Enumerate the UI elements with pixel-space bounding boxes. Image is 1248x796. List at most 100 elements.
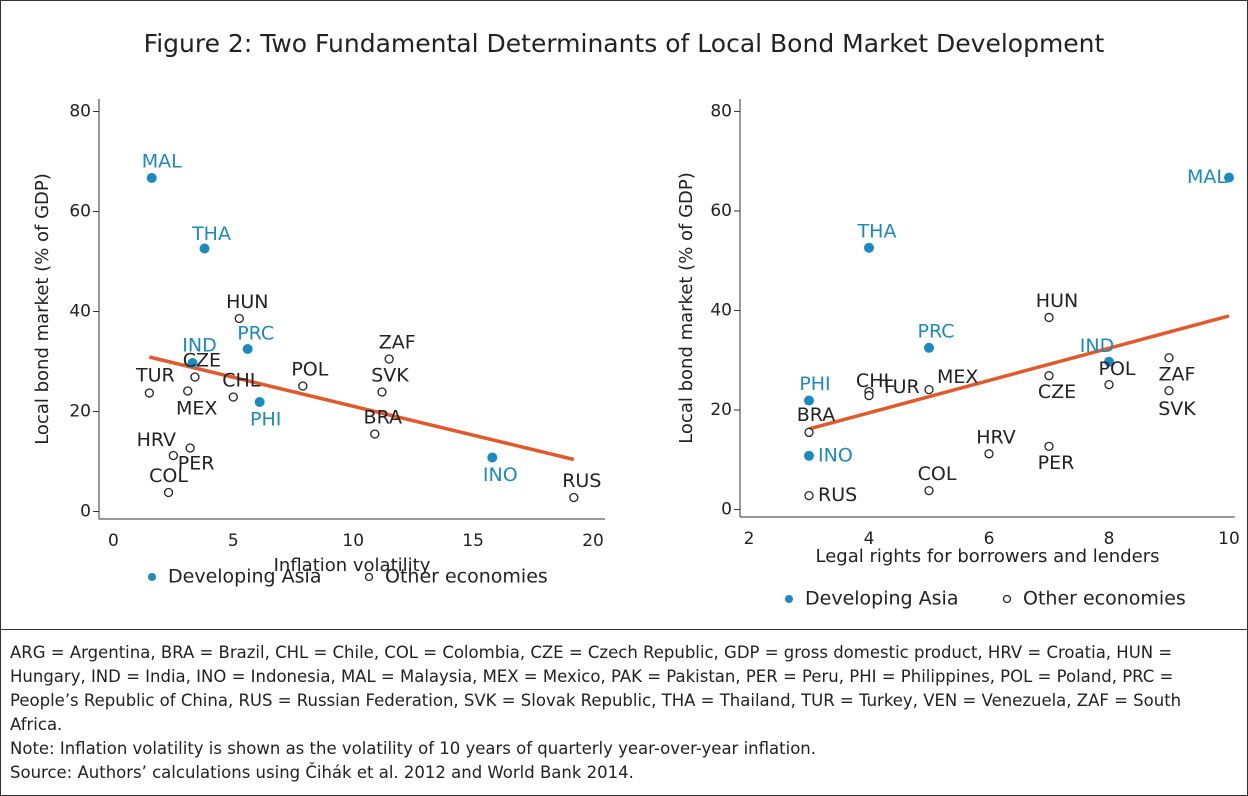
source: Source: Authors’ calculations using Čihá… [10, 763, 634, 782]
point-label: PER [178, 453, 215, 475]
x-tick-label: 10 [1218, 529, 1240, 549]
point-label: TUR [135, 365, 175, 387]
point [168, 450, 178, 461]
point-label: THA [857, 220, 897, 242]
y-tick-label: 80 [710, 101, 732, 121]
point-label: TUR [880, 376, 920, 398]
point [924, 342, 934, 353]
point-label: THA [191, 223, 231, 245]
point-label: HUN [1036, 290, 1078, 312]
point [804, 427, 814, 438]
point-label: PHI [250, 409, 281, 431]
point [984, 449, 994, 459]
point-label: SVK [1158, 398, 1196, 420]
point-label: COL [918, 463, 957, 485]
abbreviations: ARG = Argentina, BRA = Brazil, CHL = Chi… [10, 643, 1182, 734]
point-label: MAL [142, 151, 182, 173]
point [569, 492, 579, 503]
point [1164, 353, 1174, 363]
point [487, 452, 498, 463]
point [228, 392, 238, 402]
x-tick-label: 6 [984, 529, 995, 549]
legend-label: Other economies [1023, 588, 1186, 610]
trend-line [148, 355, 575, 462]
point-label: IND [182, 335, 216, 357]
x-tick-label: 8 [1104, 529, 1115, 549]
point-label: HUN [226, 291, 268, 313]
point [384, 354, 394, 364]
point [924, 485, 934, 496]
point-label: BRA [364, 407, 402, 429]
x-tick-label: 2 [744, 529, 755, 549]
point [1044, 312, 1054, 323]
x-tick-label: 5 [228, 531, 239, 551]
x-tick-label: 15 [462, 531, 484, 551]
point [1104, 356, 1114, 367]
figure-title: Figure 2: Two Fundamental Determinants o… [143, 29, 1105, 58]
point [234, 313, 244, 324]
point-label: INO [818, 444, 853, 466]
y-tick-label: 80 [69, 102, 91, 122]
point [144, 388, 155, 398]
y-tick-label: 40 [710, 300, 732, 320]
point [146, 173, 157, 183]
point [185, 443, 195, 453]
point-label: MAL [1187, 166, 1227, 188]
point-label: HRV [976, 426, 1015, 448]
note: Note: Inflation volatility is shown as t… [10, 739, 816, 758]
legend-label: Developing Asia [168, 566, 321, 588]
point-label: PER [1038, 452, 1075, 474]
point [199, 243, 210, 254]
point [298, 381, 308, 391]
point [1044, 371, 1054, 381]
point-label: COL [149, 465, 188, 487]
y-axis-label: Local bond market (% of GDP) [676, 172, 697, 444]
x-tick-label: 20 [582, 531, 604, 551]
point-label: ZAF [379, 332, 416, 354]
separator [1, 629, 1247, 630]
point [924, 384, 934, 395]
point [1104, 379, 1114, 390]
x-tick-label: 4 [864, 529, 875, 549]
point [370, 429, 380, 439]
point-label: PRC [237, 323, 274, 345]
point-label: ZAF [1159, 363, 1196, 385]
point-label: PHI [799, 373, 830, 395]
point-label: CHL [856, 370, 895, 392]
point [804, 450, 814, 461]
point-label: CHL [222, 370, 261, 392]
x-axis-label: Inflation volatility [274, 555, 431, 576]
point-label: POL [291, 359, 328, 381]
y-tick-label: 20 [710, 400, 732, 420]
x-tick-label: 10 [342, 531, 364, 551]
point-label: POL [1099, 358, 1136, 380]
point [1224, 172, 1234, 183]
point [804, 490, 814, 501]
y-axis-label: Local bond market (% of GDP) [32, 173, 53, 445]
x-tick-label: 0 [108, 531, 119, 551]
point-label: CZE [1038, 381, 1076, 403]
legend-marker [1002, 594, 1012, 604]
point [163, 487, 174, 498]
point [1164, 385, 1174, 396]
point-label: BRA [797, 404, 835, 426]
y-tick-label: 40 [69, 302, 91, 322]
point-label: SVK [371, 365, 409, 387]
point [804, 395, 814, 406]
trend-line [808, 314, 1230, 431]
point-label: HRV [137, 429, 176, 451]
point-label: INO [483, 464, 518, 486]
legend-marker [364, 572, 374, 582]
x-axis-label: Legal rights for borrowers and lenders [815, 546, 1159, 567]
point [1044, 441, 1054, 451]
legend-marker [148, 573, 156, 581]
point-label: RUS [818, 484, 857, 506]
point-label: MEX [176, 398, 217, 420]
y-tick-label: 20 [69, 402, 91, 422]
point [377, 387, 387, 397]
point-label: PRC [918, 320, 955, 342]
point [183, 386, 193, 396]
y-tick-label: 60 [710, 201, 732, 221]
